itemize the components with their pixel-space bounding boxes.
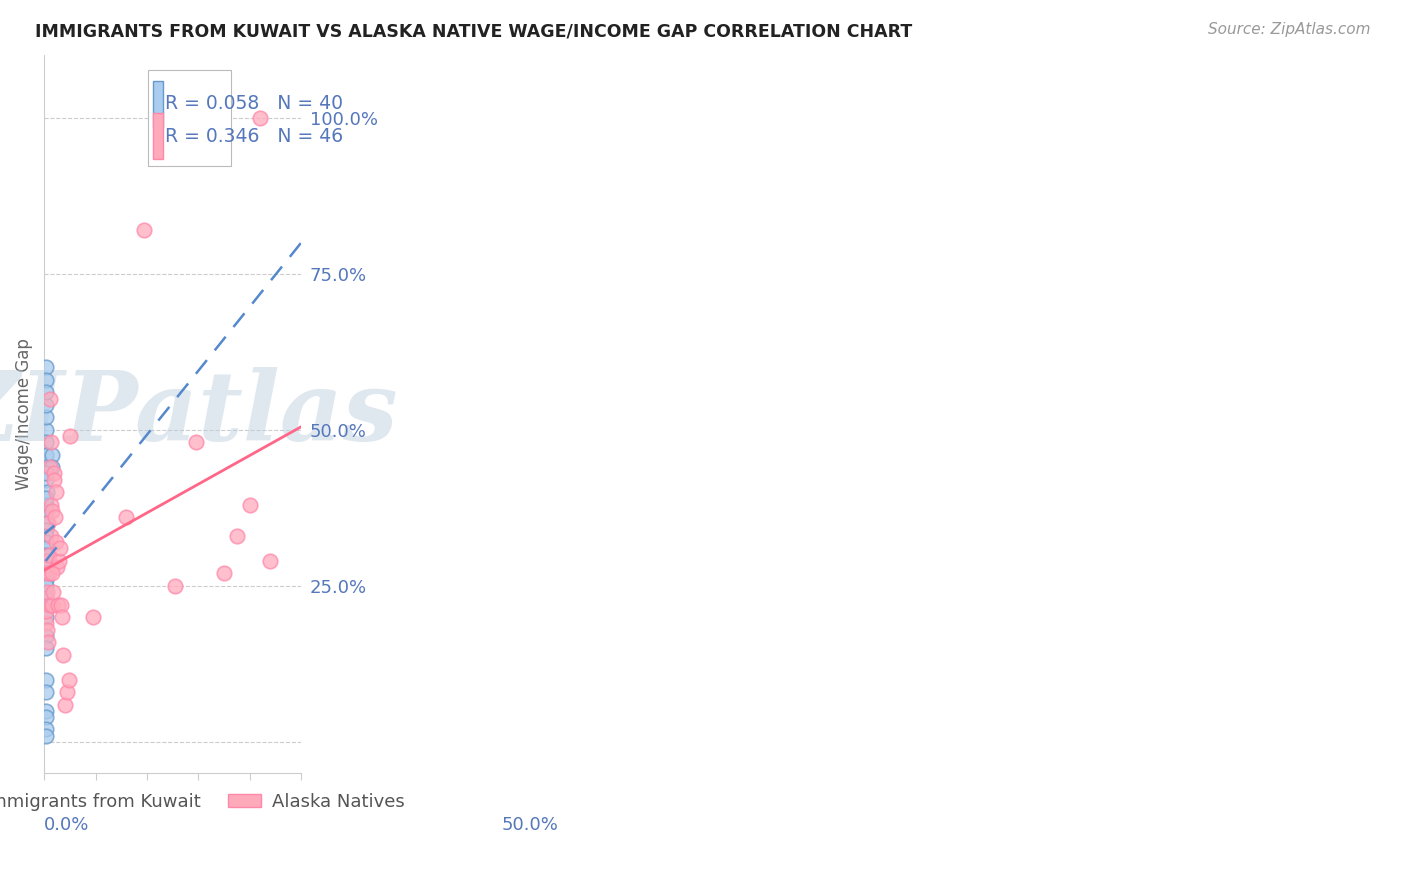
Y-axis label: Wage/Income Gap: Wage/Income Gap [15,338,32,490]
Point [41,598,63,612]
Point [35,529,58,543]
Point [48,541,70,556]
Point [34,560,56,574]
Point [59,429,82,443]
Point [35,579,58,593]
Point [34,673,56,687]
Point [35,585,58,599]
Point [52,648,75,662]
Text: 50.0%: 50.0% [502,816,558,834]
Text: 0.0%: 0.0% [44,816,90,834]
Point [34,385,56,400]
Point [35,566,58,581]
Point [35,435,58,450]
Point [35,710,58,724]
Point [35,516,58,531]
Text: Source: ZipAtlas.com: Source: ZipAtlas.com [1208,22,1371,37]
Point [34,523,56,537]
Point [34,510,56,524]
Point [39,598,62,612]
Point [34,448,56,462]
Point [34,410,56,425]
Point [46,598,69,612]
Point [34,491,56,506]
Point [41,566,63,581]
Point [212,566,235,581]
Point [42,585,65,599]
Point [37,566,59,581]
Point [44,510,66,524]
Point [37,635,59,649]
Point [115,510,138,524]
Point [35,398,58,412]
Point [42,467,65,481]
Point [34,548,56,562]
FancyBboxPatch shape [153,80,163,128]
Point [249,111,271,125]
Point [45,485,67,500]
Point [53,698,76,712]
Point [48,554,70,568]
Point [35,473,58,487]
Point [259,554,281,568]
Point [38,548,60,562]
Point [184,435,207,450]
Point [41,504,63,518]
Point [35,485,58,500]
Point [37,554,59,568]
Point [41,448,63,462]
FancyBboxPatch shape [148,70,231,167]
Point [35,554,58,568]
Point [39,529,62,543]
Point [49,598,72,612]
Point [34,498,56,512]
Point [37,516,59,531]
Point [35,604,58,618]
Point [34,629,56,643]
Point [38,566,60,581]
Point [226,529,249,543]
Legend: Immigrants from Kuwait, Alaska Natives: Immigrants from Kuwait, Alaska Natives [0,786,412,818]
FancyBboxPatch shape [153,112,163,160]
Point [46,560,69,574]
Point [34,423,56,437]
Point [34,535,56,549]
Point [165,579,187,593]
Point [35,467,58,481]
Point [82,610,104,624]
Point [58,673,80,687]
Point [38,460,60,475]
Point [35,641,58,656]
Text: ZIPatlas: ZIPatlas [0,368,398,461]
Point [35,591,58,606]
Point [42,473,65,487]
Point [34,616,56,631]
Point [34,360,56,375]
Point [34,723,56,737]
Point [35,685,58,699]
Point [34,704,56,718]
Text: IMMIGRANTS FROM KUWAIT VS ALASKA NATIVE WAGE/INCOME GAP CORRELATION CHART: IMMIGRANTS FROM KUWAIT VS ALASKA NATIVE … [35,22,912,40]
Point [239,498,262,512]
Point [51,610,73,624]
Point [134,223,156,237]
Point [34,598,56,612]
Point [35,504,58,518]
Point [35,460,58,475]
Text: R = 0.058   N = 40: R = 0.058 N = 40 [166,95,343,113]
Point [41,460,63,475]
Point [35,373,58,387]
Point [39,498,62,512]
Point [39,435,62,450]
Point [35,541,58,556]
Point [37,623,59,637]
Point [34,573,56,587]
Point [35,610,58,624]
Text: R = 0.346   N = 46: R = 0.346 N = 46 [166,127,343,145]
Point [45,535,67,549]
Point [35,729,58,743]
Point [38,392,60,406]
Point [55,685,77,699]
